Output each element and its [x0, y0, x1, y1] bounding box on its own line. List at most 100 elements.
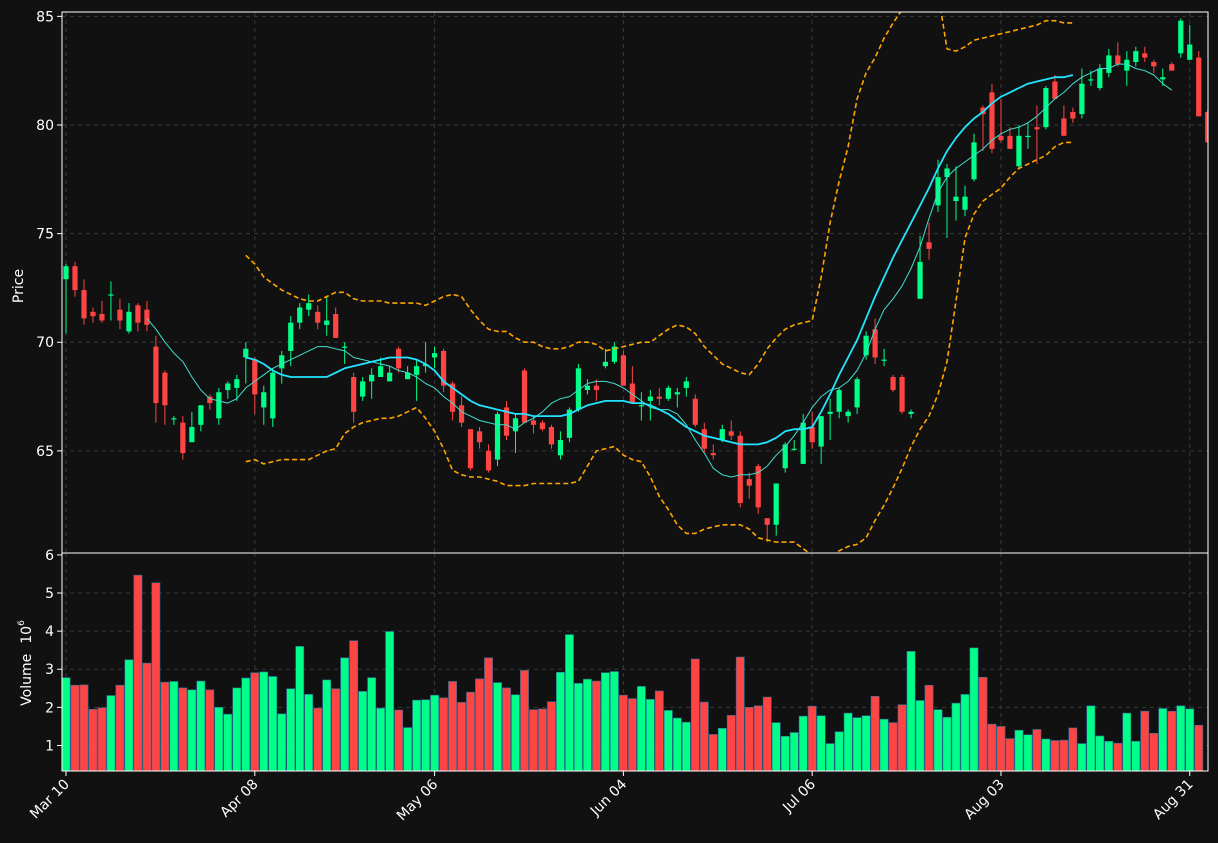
indicator-lines: [146, 12, 1173, 553]
volume-bar: [1140, 710, 1150, 771]
volume-bar: [861, 715, 871, 771]
volume-bar: [547, 701, 556, 771]
lower-band-line: [245, 141, 1073, 553]
volume-bar: [421, 699, 430, 771]
candle-body: [890, 377, 896, 391]
candle-body: [557, 440, 564, 456]
candle-body: [288, 322, 294, 351]
volume-bar: [708, 734, 718, 771]
volume-tick-label: 1: [45, 738, 54, 754]
candle-body: [620, 355, 626, 386]
volume-bar: [106, 695, 116, 771]
volume-bar: [735, 656, 745, 771]
volume-bar: [654, 690, 664, 771]
candle-body: [243, 348, 249, 358]
candle-body: [1133, 51, 1139, 62]
candle-body: [99, 314, 105, 321]
candle-body: [162, 372, 168, 406]
candle-body: [575, 368, 582, 410]
volume-bar: [556, 671, 565, 771]
candle-body: [773, 483, 779, 525]
volume-panel: 1 2 3 4 5 6: [45, 548, 1209, 772]
candle-body: [629, 383, 635, 404]
candle-body: [935, 177, 941, 206]
volume-bar: [79, 684, 89, 771]
candle-body: [396, 348, 402, 369]
candle-body: [72, 266, 78, 291]
volume-bar: [1149, 732, 1159, 771]
volume-bar: [753, 705, 763, 771]
volume-bar: [277, 713, 287, 771]
volume-bar: [142, 662, 152, 771]
volume-bar: [645, 699, 655, 771]
candle-body: [494, 413, 501, 460]
volume-bar: [1032, 729, 1042, 771]
volume-bar: [942, 716, 952, 771]
volume-bar: [529, 709, 538, 771]
candle-body: [476, 431, 483, 443]
volume-bar: [1005, 738, 1015, 771]
price-tick-label: 85: [36, 9, 54, 25]
candle-body: [1070, 111, 1076, 119]
candle-body: [710, 453, 716, 456]
candle-body: [216, 392, 222, 419]
volume-bar: [340, 657, 350, 771]
volume-axis-label-base: 10: [19, 626, 35, 644]
volume-bar: [618, 694, 628, 771]
volume-tick-label: 3: [45, 662, 54, 678]
candle-body: [369, 374, 375, 382]
volume-bar: [951, 702, 961, 771]
candle-body: [818, 416, 824, 447]
candle-body: [1034, 127, 1040, 130]
volume-bar: [933, 709, 943, 771]
candle-body: [656, 396, 662, 399]
volume-bar: [870, 696, 880, 771]
volume-bar: [771, 722, 781, 771]
volume-bar: [1077, 743, 1087, 771]
volume-bar: [879, 718, 889, 771]
price-panel: 65 70 75 80 85: [36, 9, 1209, 554]
volume-bar: [663, 710, 673, 771]
volume-bar: [969, 647, 979, 771]
volume-bar: [1122, 712, 1132, 771]
volume-bar: [834, 731, 844, 771]
candle-body: [809, 426, 815, 443]
volume-bar: [852, 717, 862, 771]
volume-bar: [1095, 735, 1105, 771]
volume-bar: [1023, 734, 1033, 771]
candle-body: [1061, 118, 1067, 136]
candle-body: [1160, 77, 1166, 80]
candle-body: [279, 355, 285, 369]
candle-body: [378, 366, 384, 378]
volume-bar: [124, 659, 134, 771]
candle-body: [189, 426, 195, 443]
candle-body: [387, 372, 393, 382]
price-axis-label: Price: [11, 269, 27, 303]
candle-body: [899, 377, 905, 412]
volume-tick-label: 5: [45, 586, 54, 602]
volume-bar: [924, 684, 934, 771]
volume-bar: [978, 676, 988, 771]
candle-body: [584, 385, 591, 391]
candle-body: [1007, 135, 1013, 149]
volume-bar: [798, 715, 808, 771]
candle-body: [530, 420, 537, 425]
candle-body: [324, 320, 330, 325]
candle-body: [881, 359, 887, 361]
volume-bar: [1086, 705, 1096, 771]
candle-body: [845, 411, 851, 417]
candle-body: [171, 418, 177, 420]
candle-body: [1115, 55, 1121, 65]
volume-bar: [367, 677, 377, 771]
volume-bar: [349, 640, 359, 771]
price-tick-label: 80: [36, 118, 54, 134]
volume-bar: [592, 680, 601, 771]
volume-bar: [565, 634, 574, 771]
volume-bar: [304, 694, 314, 771]
volume-bar: [115, 684, 125, 771]
volume-bar: [600, 672, 610, 771]
volume-bar: [313, 707, 323, 771]
candle-body: [225, 383, 231, 391]
volume-bar: [187, 689, 197, 771]
